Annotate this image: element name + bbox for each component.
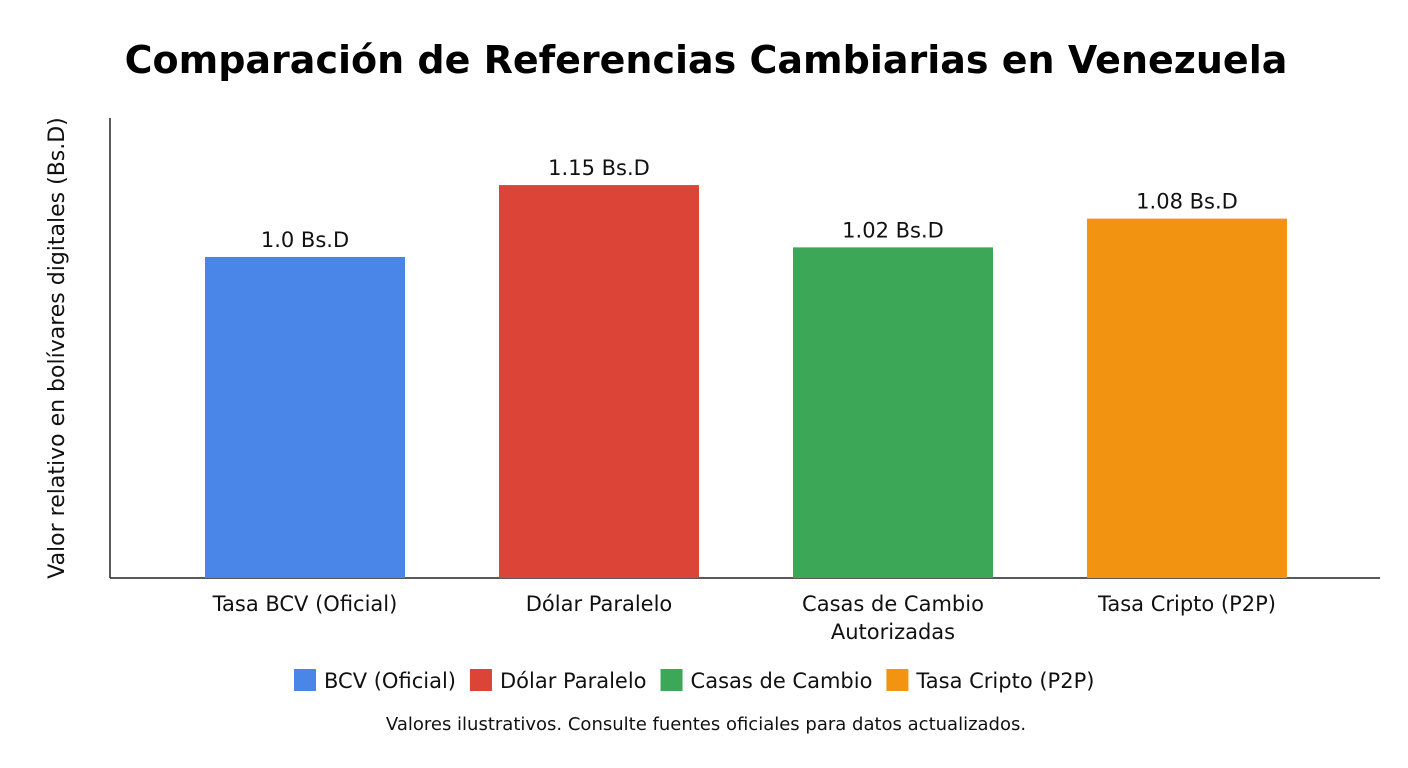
legend-label: Casas de Cambio xyxy=(691,669,873,693)
legend-swatch xyxy=(660,669,683,691)
data-label: 1.02 Bs.D xyxy=(842,218,944,242)
x-tick-label: Casas de Cambio xyxy=(802,592,984,616)
data-label: 1.08 Bs.D xyxy=(1136,190,1238,214)
bar xyxy=(499,185,699,579)
y-axis-label: Valor relativo en bolívares digitales (B… xyxy=(45,117,70,579)
legend-swatch xyxy=(294,669,316,691)
x-tick-label: Dólar Paralelo xyxy=(526,592,673,616)
x-tick-label: Tasa BCV (Oficial) xyxy=(212,592,398,616)
data-label: 1.15 Bs.D xyxy=(548,156,650,180)
legend-label: BCV (Oficial) xyxy=(324,669,456,693)
x-tick-label: Autorizadas xyxy=(831,620,955,644)
data-label: 1.0 Bs.D xyxy=(261,228,349,252)
legend: BCV (Oficial) Dólar Paralelo Casas de Camb… xyxy=(294,669,1094,693)
legend-label: Dólar Paralelo xyxy=(500,669,647,693)
bar xyxy=(205,256,405,578)
legend-label: Tasa Cripto (P2P) xyxy=(915,669,1094,693)
legend-swatch xyxy=(469,669,492,691)
legend-swatch xyxy=(886,669,909,691)
chart-title: Comparación de Referencias Cambiarias en… xyxy=(125,38,1288,82)
x-tick-label: Tasa Cripto (P2P) xyxy=(1097,592,1276,616)
footnote: Valores ilustrativos. Consulte fuentes o… xyxy=(386,714,1026,735)
bar xyxy=(793,247,993,578)
bar xyxy=(1087,218,1287,578)
